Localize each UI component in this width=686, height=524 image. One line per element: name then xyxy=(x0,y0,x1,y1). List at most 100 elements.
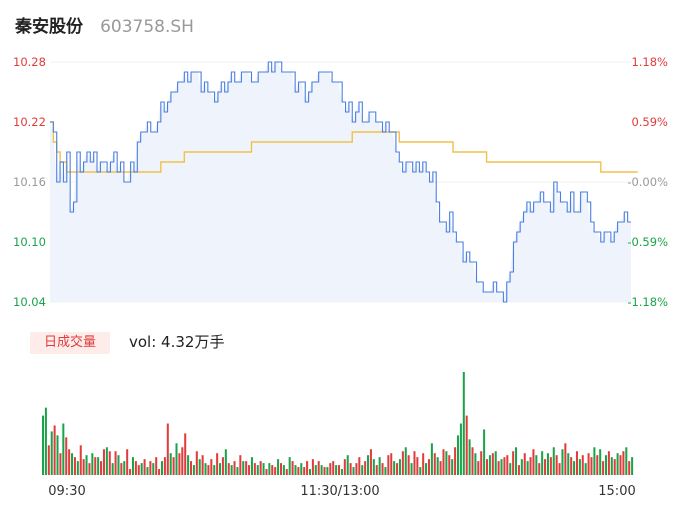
volume-bar xyxy=(340,469,343,475)
volume-bar xyxy=(454,447,457,475)
volume-bar xyxy=(140,463,143,475)
volume-bar xyxy=(610,457,613,475)
volume-bar xyxy=(105,447,108,475)
volume-bar xyxy=(355,463,358,475)
volume-bar xyxy=(338,465,341,475)
volume-bar xyxy=(250,457,253,475)
volume-bar xyxy=(239,455,242,475)
volume-bar xyxy=(277,459,280,475)
price-area xyxy=(50,62,631,302)
volume-bar xyxy=(256,465,259,475)
volume-bar xyxy=(117,455,120,475)
volume-bar xyxy=(158,469,161,475)
volume-bar xyxy=(578,459,581,475)
volume-bar xyxy=(628,461,631,475)
volume-bar xyxy=(570,457,573,475)
volume-bar xyxy=(343,459,346,475)
volume-bar xyxy=(546,453,549,475)
y-tick-price: 10.04 xyxy=(13,295,46,309)
y-tick-price: 10.16 xyxy=(13,175,46,189)
volume-tag[interactable]: 日成交量 xyxy=(30,332,110,354)
volume-bar xyxy=(288,457,291,475)
volume-bar xyxy=(285,469,288,475)
volume-bar xyxy=(529,457,532,475)
volume-bar xyxy=(555,455,558,475)
volume-bar xyxy=(326,467,329,475)
volume-bar xyxy=(512,451,515,475)
volume-bar xyxy=(488,455,491,475)
volume-bar xyxy=(346,455,349,475)
volume-bar xyxy=(152,463,155,475)
volume-bar xyxy=(573,461,576,475)
volume-bar xyxy=(419,467,422,475)
volume-bar xyxy=(300,463,303,475)
volume-bar xyxy=(459,423,462,475)
volume-bar xyxy=(160,461,164,475)
volume-bar xyxy=(187,455,190,475)
y-tick-pct: -1.18% xyxy=(627,295,668,309)
volume-bar xyxy=(126,449,129,475)
volume-bar xyxy=(85,455,88,475)
volume-bar xyxy=(622,451,625,475)
volume-bar xyxy=(268,463,271,475)
volume-bar xyxy=(361,465,364,475)
volume-bar xyxy=(407,455,410,475)
volume-bar xyxy=(433,453,436,475)
y-tick-price: 10.22 xyxy=(13,115,46,129)
volume-bar xyxy=(73,457,76,475)
volume-bar xyxy=(314,465,317,475)
volume-bar xyxy=(439,461,442,475)
volume-bar xyxy=(100,461,103,475)
volume-bar xyxy=(462,372,465,475)
volume-bar xyxy=(230,465,233,475)
volume-bar xyxy=(497,461,500,475)
volume-bar xyxy=(471,447,474,475)
volume-bar xyxy=(494,451,497,475)
volume-bar xyxy=(317,461,320,475)
volume-bar xyxy=(581,455,584,475)
volume-bar xyxy=(76,461,79,475)
volume-bar xyxy=(271,465,274,475)
volume-bar xyxy=(320,465,323,475)
volume-bar xyxy=(195,451,198,475)
volume-bar xyxy=(71,453,74,475)
volume-bar xyxy=(149,461,152,475)
volume-bar xyxy=(401,451,404,475)
y-tick-pct: 0.59% xyxy=(631,115,668,129)
volume-bar xyxy=(335,465,338,475)
volume-bar xyxy=(137,465,140,475)
volume-bar xyxy=(456,435,460,475)
volume-bar xyxy=(520,459,523,475)
volume-bar xyxy=(108,451,111,475)
time-tick: 11:30/13:00 xyxy=(300,484,379,499)
volume-bar xyxy=(155,457,158,475)
volume-bar xyxy=(42,415,45,475)
volume-bar xyxy=(224,449,227,475)
volume-bars xyxy=(42,372,634,475)
volume-bar xyxy=(323,467,326,475)
volume-bar xyxy=(294,465,297,475)
volume-bar xyxy=(378,457,381,475)
volume-bar xyxy=(282,465,285,475)
volume-bar xyxy=(123,461,126,475)
volume-bar xyxy=(332,461,335,475)
volume-bar xyxy=(221,457,224,475)
volume-bar xyxy=(94,457,97,475)
volume-bar xyxy=(430,443,433,475)
volume-bar xyxy=(242,461,245,475)
volume-bar xyxy=(253,463,256,475)
volume-bar xyxy=(367,455,370,475)
volume-bar xyxy=(410,463,413,475)
volume-bar xyxy=(262,463,265,475)
volume-bar xyxy=(387,455,390,475)
volume-bar xyxy=(131,457,134,475)
volume-bar xyxy=(53,425,56,475)
volume-bar xyxy=(436,457,439,475)
volume-bar xyxy=(201,455,204,475)
volume-bar xyxy=(474,453,477,475)
volume-bar xyxy=(558,463,561,475)
volume-bar xyxy=(523,453,526,475)
volume-bar xyxy=(169,453,172,475)
volume-bar xyxy=(465,415,468,475)
